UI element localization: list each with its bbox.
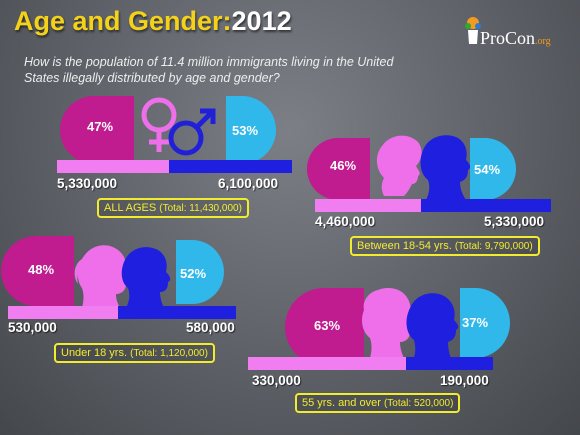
male-bar [421,199,551,212]
title-text: Age and Gender: [14,6,232,36]
caption-total: (Total: 520,000) [383,398,454,409]
caption-label: ALL AGES [104,202,157,214]
male-bar [169,160,292,173]
male-badge [460,288,510,358]
male-bar [118,306,236,319]
male-percentage: 54% [474,162,501,177]
male-symbol-icon [168,108,216,156]
male-badge [226,96,276,164]
female-count: 530,000 [8,320,57,335]
male-bar [406,357,493,370]
caption-label: Between 18-54 yrs. [357,240,452,252]
female-badge [307,138,370,200]
male-count: 6,100,000 [218,176,279,191]
age-55-over-caption: 55 yrs. and over (Total: 520,000) [295,393,461,413]
female-bar [248,357,406,370]
all-ages-caption: ALL AGES (Total: 11,430,000) [97,198,249,218]
logo-suffix: .org [535,36,551,47]
procon-logo-icon [465,17,481,44]
caption-label: 55 yrs. and over [302,397,381,409]
female-count: 4,460,000 [315,214,376,229]
male-percentage: 52% [180,266,207,281]
under-18-caption: Under 18 yrs. (Total: 1,120,000) [54,343,215,363]
caption-total: (Total: 1,120,000) [130,348,208,359]
female-badge [60,96,134,164]
caption-total: (Total: 11,430,000) [159,203,242,214]
female-badge [1,236,74,306]
caption-total: (Total: 9,790,000) [454,241,533,252]
man-head-icon [420,135,471,200]
male-count: 190,000 [440,373,489,388]
slide-subtitle: How is the population of 11.4 million im… [24,55,394,85]
logo-text: ProCon.org [480,28,551,49]
female-percentage: 48% [28,262,55,277]
female-bar [57,160,169,173]
age-18-54-caption: Between 18-54 yrs. (Total: 9,790,000) [350,236,540,256]
caption-label: Under 18 yrs. [61,347,128,359]
male-count: 580,000 [186,320,235,335]
male-badge [470,138,516,200]
older-man-head-icon [406,293,459,362]
male-count: 5,330,000 [484,214,545,229]
title-year: 2012 [231,6,292,36]
female-bar [315,199,421,212]
female-percentage: 46% [330,158,357,173]
male-badge [176,240,224,304]
female-symbol-icon [141,97,177,152]
female-count: 330,000 [252,373,301,388]
girl-head-icon [74,245,129,308]
female-percentage: 63% [314,318,341,333]
boy-head-icon [121,247,171,308]
female-badge [285,288,364,366]
female-percentage: 47% [87,119,114,134]
woman-head-icon [376,135,422,196]
procon-logo: ProCon.org [465,14,578,54]
female-bar [8,306,118,319]
male-percentage: 37% [462,315,489,330]
male-percentage: 53% [232,123,259,138]
slide-title: Age and Gender:2012 [14,6,292,37]
female-count: 5,330,000 [57,176,118,191]
older-woman-head-icon [362,288,413,358]
logo-name: ProCon [480,28,536,48]
